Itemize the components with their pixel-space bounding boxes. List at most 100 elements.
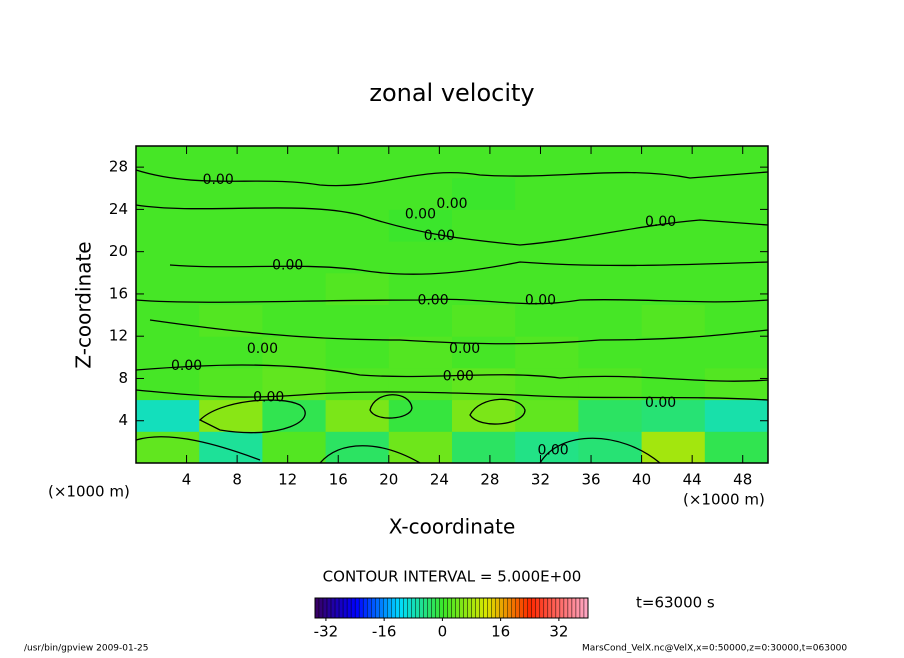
- field-cell: [704, 209, 769, 242]
- x-tick-label: 4: [182, 471, 192, 489]
- y-tick-label: 4: [118, 411, 128, 429]
- field-cell: [136, 241, 200, 274]
- colorbar-segment: [375, 597, 380, 619]
- contour-line: [169, 261, 769, 275]
- colorbar-segment: [451, 597, 456, 619]
- field-cell: [578, 399, 643, 432]
- field-cell: [515, 146, 579, 179]
- colorbar-tick-label: -16: [372, 623, 397, 641]
- field-cell: [199, 304, 263, 337]
- colorbar-segment: [567, 597, 573, 619]
- colorbar-segment: [338, 597, 344, 619]
- plot-frame: [135, 145, 769, 464]
- field-cell: [262, 177, 327, 210]
- field-cell: [262, 367, 327, 401]
- y-tick-label: 20: [109, 242, 128, 260]
- field-cell: [704, 336, 769, 369]
- y-tick-label: 8: [118, 369, 128, 387]
- colorbar-segment: [391, 597, 396, 619]
- x-tick-label: 36: [581, 471, 600, 489]
- field-cell: [262, 272, 327, 305]
- field-cell: [578, 431, 643, 464]
- colorbar-segment: [579, 597, 585, 619]
- colorbar-segment: [439, 597, 444, 619]
- field-cell: [136, 336, 200, 369]
- colorbar-segment: [387, 597, 392, 619]
- field-cell: [325, 336, 390, 369]
- field-cell: [641, 241, 706, 274]
- colorbar-segment: [475, 597, 480, 619]
- colorbar-segment: [379, 597, 384, 619]
- colorbar-frame: [314, 597, 589, 619]
- field-cell: [325, 367, 390, 401]
- colorbar-segment: [479, 597, 484, 619]
- colorbar-segment: [411, 597, 416, 619]
- contour-lines: [135, 169, 769, 464]
- field-cell: [325, 399, 390, 432]
- field-cell: [578, 177, 643, 210]
- y-tick-label: 12: [109, 327, 128, 345]
- colorbar-segment: [571, 597, 577, 619]
- field-cell: [641, 304, 706, 337]
- colorbar-segment: [314, 597, 320, 619]
- field-cell: [136, 272, 200, 305]
- footer-left: /usr/bin/gpview 2009-01-25: [24, 644, 148, 654]
- field-cell: [325, 241, 390, 274]
- colorbar-segment: [443, 597, 448, 619]
- field-cell: [262, 146, 327, 179]
- x-tick-label: 20: [379, 471, 398, 489]
- field-cell: [452, 336, 516, 369]
- contour-line: [135, 389, 769, 401]
- colorbar-segment: [559, 597, 565, 619]
- field-cell: [199, 272, 263, 305]
- colorbar-segment: [495, 597, 500, 619]
- time-label: t=63000 s: [636, 594, 715, 612]
- colorbar-segment: [463, 597, 468, 619]
- field-cell: [388, 431, 453, 464]
- colorbar-segment: [354, 597, 360, 619]
- colorbar-segment: [322, 597, 328, 619]
- colorbar-tick-label: 16: [491, 623, 510, 641]
- x-tick-label: 32: [531, 471, 550, 489]
- field-cell: [704, 146, 769, 179]
- field-cell: [452, 177, 516, 210]
- field-cell: [262, 304, 327, 337]
- field-cell: [578, 336, 643, 369]
- colorbar-segment: [519, 597, 524, 619]
- field-cell: [262, 431, 327, 464]
- colorbar-segment: [423, 597, 428, 619]
- colorbar-segment: [435, 597, 440, 619]
- x-unit: (×1000 m): [48, 483, 130, 501]
- field-cell: [199, 146, 263, 179]
- colorbar-segment: [471, 597, 476, 619]
- contour-line: [135, 298, 769, 305]
- field-cell: [199, 367, 263, 401]
- contour-label: 0.00: [171, 358, 202, 374]
- colorbar-segment: [539, 597, 545, 619]
- colorbar-segment: [467, 597, 472, 619]
- colorbar-segment: [515, 597, 520, 619]
- field-cell: [199, 336, 263, 369]
- field-cell: [136, 431, 200, 464]
- field-cell: [641, 336, 706, 369]
- colorbar-segment: [547, 597, 553, 619]
- field-cell: [515, 241, 579, 274]
- field-cell: [452, 304, 516, 337]
- contour-line: [469, 398, 526, 425]
- field-cell: [325, 304, 390, 337]
- y-tick-label: 28: [109, 158, 128, 176]
- colorbar-segment: [407, 597, 412, 619]
- colorbar-segment: [555, 597, 561, 619]
- field-cell: [136, 304, 200, 337]
- colorbar-segment: [366, 597, 372, 619]
- contour-label: 0.00: [247, 341, 278, 357]
- colorbar-segment: [395, 597, 400, 619]
- field-cell: [388, 209, 453, 242]
- colorbar-tick-label: 0: [438, 623, 448, 641]
- footer-right: MarsCond_VelX.nc@VelX,x=0:50000,z=0:3000…: [582, 644, 847, 654]
- x-tick-label: 8: [232, 471, 242, 489]
- field-cell: [641, 399, 706, 432]
- contour-interval: CONTOUR INTERVAL = 5.000E+00: [323, 568, 582, 586]
- contour-line: [135, 169, 769, 187]
- colorbar: -32 -16 0 16 32: [314, 597, 589, 641]
